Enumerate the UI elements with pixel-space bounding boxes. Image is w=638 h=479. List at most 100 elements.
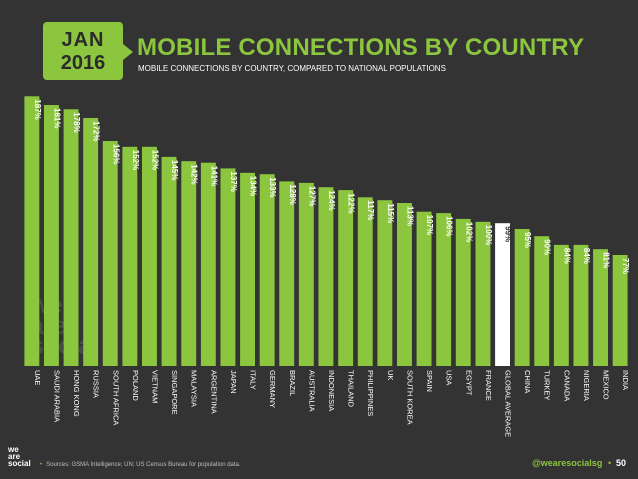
category-label: UK	[386, 370, 395, 380]
value-label: 152%	[151, 150, 160, 170]
value-label: 172%	[92, 121, 101, 141]
page-title: MOBILE CONNECTIONS BY COUNTRY	[137, 34, 585, 61]
bar-poland	[122, 146, 138, 366]
category-label: SOUTH AFRICA	[111, 370, 120, 425]
bar-japan	[220, 168, 236, 366]
bar-south-africa	[102, 141, 118, 366]
bar-hong-kong	[63, 109, 79, 367]
value-label: 145%	[170, 160, 179, 180]
value-label: 115%	[386, 203, 395, 223]
value-label: 90%	[543, 239, 552, 255]
value-label: 84%	[582, 248, 591, 264]
value-label: 152%	[131, 150, 140, 170]
bar-singapore	[161, 156, 177, 366]
value-label: 124%	[327, 190, 336, 210]
category-label: POLAND	[131, 370, 140, 401]
category-label: USA	[445, 370, 454, 385]
bar-uae	[24, 96, 40, 367]
category-label: MEXICO	[602, 370, 611, 400]
value-label: 127%	[307, 186, 316, 206]
category-label: RUSSIA	[92, 370, 101, 398]
footer-logo-line-2: are	[8, 451, 21, 461]
value-label: 141%	[209, 166, 218, 186]
bar-italy	[240, 172, 255, 366]
value-label: 156%	[111, 144, 120, 164]
category-label: PHILIPPINES	[366, 370, 375, 416]
bar-india	[612, 255, 628, 366]
footer-source: • Sources: GSMA Intelligence; UN; US Cens…	[40, 462, 241, 468]
bar-global-average	[495, 223, 510, 366]
category-label: BRAZIL	[288, 370, 297, 396]
category-label: SPAIN	[425, 370, 434, 392]
bar-saudi-arabia	[44, 105, 59, 366]
bar-france	[475, 221, 491, 366]
date-badge: JAN 2016	[43, 22, 133, 80]
value-label: 137%	[229, 171, 238, 191]
page-subtitle: MOBILE CONNECTIONS BY COUNTRY, COMPARED …	[138, 64, 446, 73]
value-label: 178%	[72, 112, 81, 132]
category-label: ARGENTINA	[209, 370, 218, 414]
footer-logo-line-1: we	[8, 445, 19, 454]
category-label: EGYPT	[464, 370, 473, 396]
value-label: 106%	[445, 216, 454, 236]
footer-separator: •	[608, 458, 612, 468]
category-label: CANADA	[562, 370, 571, 401]
category-label: GLOBAL AVERAGE	[504, 370, 513, 437]
value-label: 77%	[621, 258, 630, 274]
bar-thailand	[338, 190, 354, 366]
category-label: JAPAN	[229, 370, 238, 394]
bar-argentina	[200, 162, 216, 366]
date-month: JAN	[61, 28, 105, 51]
category-label: SAUDI ARABIA	[52, 370, 61, 422]
value-label: 128%	[288, 184, 297, 204]
value-label: 99%	[504, 226, 513, 242]
date-year: 2016	[60, 51, 106, 74]
value-label: 107%	[425, 215, 434, 235]
category-label: UAE	[33, 370, 42, 385]
bar-indonesia	[318, 187, 334, 366]
bar-mexico	[593, 249, 608, 366]
category-label: SINGAPORE	[170, 370, 179, 415]
value-label: 95%	[523, 232, 532, 248]
category-label: AUSTRALIA	[307, 370, 316, 412]
category-label: INDONESIA	[327, 370, 336, 411]
bar-nigeria	[573, 244, 589, 366]
source-text: Sources: GSMA Intelligence; UN; US Censu…	[46, 462, 241, 468]
category-label: TURKEY	[543, 370, 552, 400]
category-label: CHINA	[523, 370, 532, 393]
category-label: SOUTH KOREA	[406, 370, 415, 425]
value-label: 133%	[268, 177, 277, 197]
bar-russia	[83, 118, 99, 366]
bar-egypt	[455, 218, 471, 366]
page-number: 50	[616, 458, 627, 468]
value-label: 181%	[52, 108, 61, 128]
category-label: GERMANY	[268, 370, 277, 408]
value-label: 113%	[406, 206, 415, 226]
value-label: 102%	[464, 222, 473, 242]
value-label: 187%	[33, 99, 42, 119]
bar-philippines	[357, 197, 373, 366]
twitter-handle[interactable]: @wearesocialsg	[532, 458, 603, 468]
value-label: 134%	[249, 176, 258, 196]
value-label: 117%	[366, 200, 375, 220]
category-label: MALAYSIA	[190, 370, 199, 407]
bar-uk	[377, 200, 393, 366]
category-label: INDIA	[621, 370, 630, 390]
category-label: VIETNAM	[151, 370, 160, 403]
bar-germany	[259, 174, 275, 366]
bar-brazil	[279, 181, 295, 366]
bar-china	[514, 229, 530, 366]
value-label: 122%	[347, 193, 356, 213]
bar-vietnam	[142, 146, 157, 366]
value-label: 142%	[190, 164, 199, 184]
category-label: THAILAND	[347, 370, 356, 408]
category-label: NIGERIA	[582, 370, 591, 401]
footer-logo: we are social	[8, 445, 31, 467]
bar-canada	[553, 244, 569, 366]
bullet-icon: •	[40, 462, 43, 468]
value-label: 84%	[562, 248, 571, 264]
bar-malaysia	[181, 161, 197, 366]
bar-australia	[298, 182, 314, 366]
bar-turkey	[534, 236, 550, 366]
